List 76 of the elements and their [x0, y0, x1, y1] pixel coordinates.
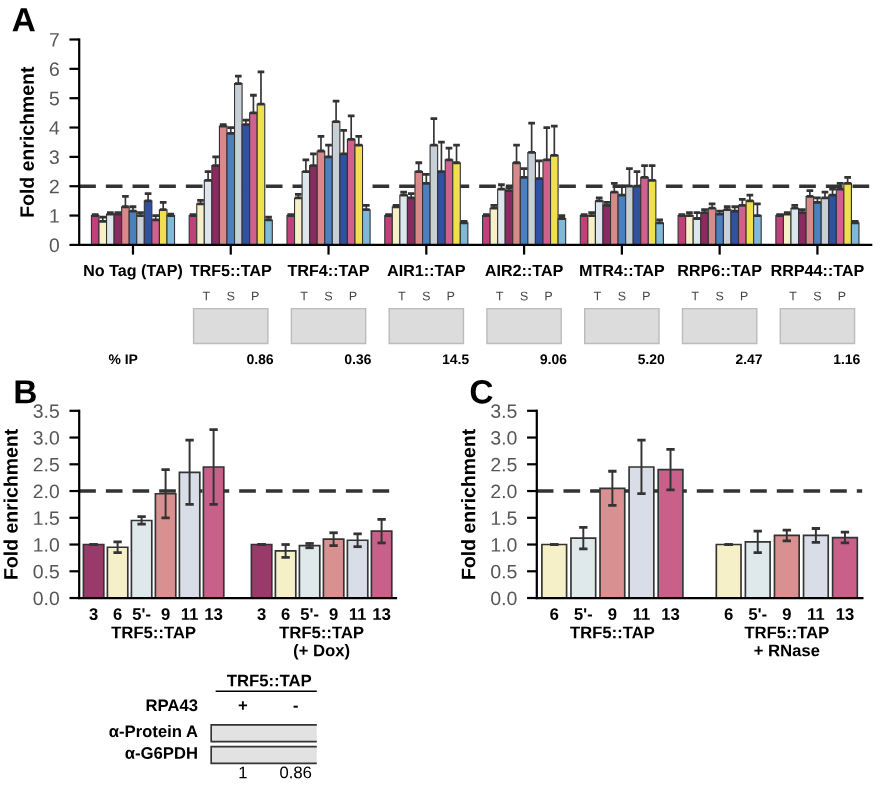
text: TRF5::TAP: [227, 674, 312, 687]
bar: [166, 215, 176, 245]
text: -: [293, 705, 298, 708]
text: TRF5::TAP: [111, 626, 196, 639]
chart-title: A: [12, 8, 35, 32]
y-tick-label: 2.0: [33, 484, 59, 499]
x-tick-label: RRP6::TAP: [678, 264, 762, 277]
y-tick-label: 1.0: [491, 538, 517, 552]
x-tick-label: RRP44::TAP: [771, 264, 864, 277]
y-tick-label: 3: [49, 150, 59, 165]
y-tick-label: 3.5: [491, 404, 517, 419]
x-tick-label: 6: [113, 608, 122, 620]
x-tick-label: 9: [608, 608, 617, 620]
x-tick-label: 9: [161, 608, 170, 620]
x-tick-label: No Tag (TAP): [84, 264, 182, 280]
x-tick-label: 11: [181, 608, 198, 620]
text: α-G6PDH: [125, 747, 197, 759]
y-tick-label: 3.0: [33, 431, 59, 445]
y-tick-label: 1: [50, 209, 59, 223]
bar: [805, 195, 815, 245]
x-tick-label: 3: [89, 608, 98, 621]
x-tick-label: 11: [633, 608, 650, 620]
x-tick-label: TRF4::TAP: [287, 264, 370, 277]
y-tick-label: 2.5: [491, 457, 517, 472]
y-axis-title: Fold enrichment: [19, 66, 34, 217]
x-tick-label: TRF5::TAP: [189, 264, 272, 277]
y-tick-label: 1.0: [34, 538, 59, 552]
y-tick-label: 0.0: [491, 591, 517, 606]
text: TRF5::TAP: [570, 626, 655, 639]
text: α-Protein A: [109, 724, 198, 738]
y-tick-label: 1.5: [34, 511, 59, 526]
x-tick-label: 13: [373, 608, 391, 621]
x-tick-label: 9: [782, 608, 791, 620]
x-tick-label: 11: [808, 608, 825, 620]
y-tick-label: 4: [49, 121, 60, 135]
text: TRF5::TAP + RNase: [744, 626, 829, 657]
y-tick-label: 1.5: [491, 511, 517, 526]
chart-title: C: [470, 380, 493, 404]
x-tick-label: AIR2::TAP: [485, 264, 563, 277]
y-tick-label: 0.0: [33, 591, 59, 606]
x-tick-label: 13: [662, 608, 680, 621]
x-tick-label: 5'-: [574, 608, 593, 620]
text: 1: [239, 766, 247, 779]
x-tick-label: 3: [257, 608, 266, 621]
y-tick-label: 2.0: [491, 484, 517, 499]
bar: [354, 144, 364, 245]
x-tick-label: 6: [281, 608, 290, 620]
bar: [745, 200, 755, 245]
text: +: [238, 701, 248, 710]
y-axis-title: Fold enrichment: [3, 429, 18, 579]
y-tick-label: 7: [49, 33, 59, 47]
y-tick-label: 3.5: [33, 404, 59, 419]
x-tick-label: 13: [205, 608, 223, 621]
y-tick-label: 0: [49, 238, 59, 253]
x-tick-label: 9: [329, 608, 338, 620]
x-tick-label: 5'-: [132, 608, 151, 620]
x-tick-label: 5'-: [748, 608, 767, 620]
x-tick-label: 6: [724, 608, 733, 620]
y-tick-label: 0.5: [491, 564, 517, 579]
x-tick-label: AIR1::TAP: [387, 264, 465, 277]
y-tick-label: 0.5: [33, 564, 59, 579]
x-tick-label: MTR4::TAP: [580, 264, 665, 277]
text: 0.86: [280, 766, 312, 779]
x-tick-label: 5'-: [300, 608, 319, 620]
x-tick-label: 13: [836, 608, 854, 621]
text: RPA43: [146, 699, 198, 712]
y-tick-label: 2: [49, 179, 59, 194]
text: TRF5::TAP (+ Dox): [279, 626, 364, 660]
y-tick-label: 6: [49, 62, 59, 77]
y-tick-label: 5: [49, 91, 59, 106]
y-tick-label: 2.5: [33, 457, 59, 472]
y-tick-label: 3.0: [491, 431, 517, 445]
x-tick-label: 6: [550, 608, 559, 620]
y-axis-title: Fold enrichment: [461, 429, 476, 579]
x-tick-label: 11: [349, 608, 366, 620]
chart-title: B: [15, 380, 36, 404]
